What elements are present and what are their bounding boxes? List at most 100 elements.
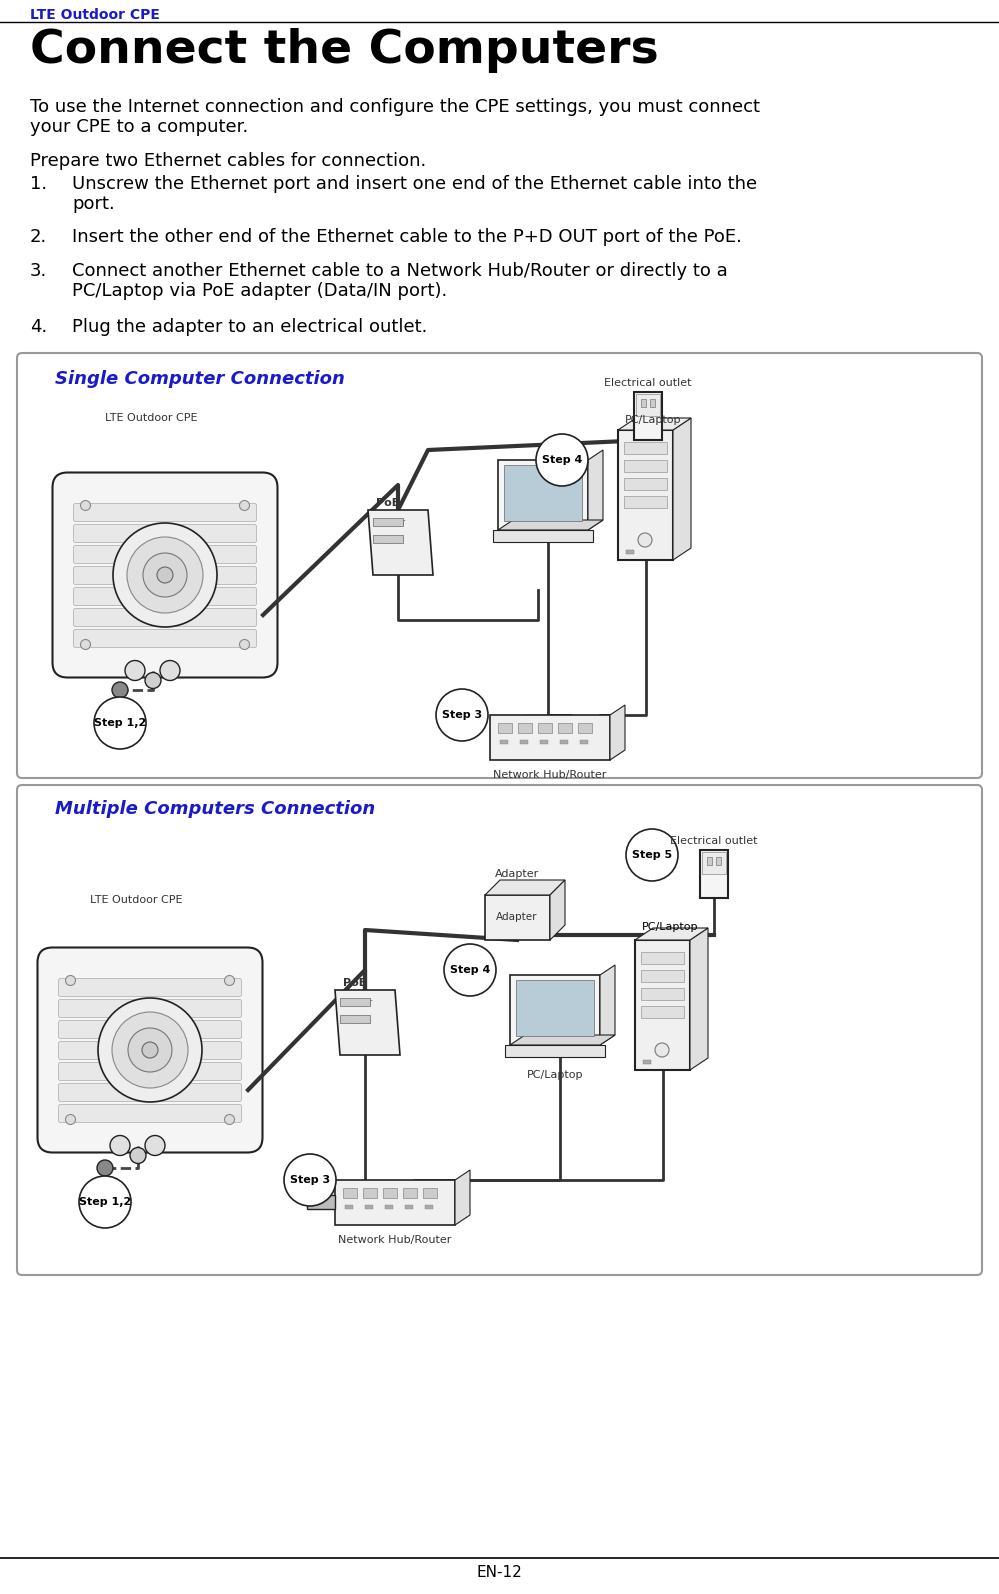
Bar	[516, 980, 594, 1036]
Circle shape	[79, 1176, 131, 1227]
Circle shape	[127, 537, 203, 614]
Text: Connect the Computers: Connect the Computers	[30, 29, 658, 73]
Bar	[624, 496, 667, 508]
FancyBboxPatch shape	[38, 947, 263, 1152]
Text: Step 4: Step 4	[450, 964, 491, 976]
Circle shape	[125, 660, 145, 681]
Circle shape	[66, 976, 76, 985]
Circle shape	[142, 1042, 158, 1058]
Circle shape	[536, 434, 588, 486]
Text: 4.: 4.	[30, 317, 47, 336]
Bar	[641, 971, 684, 982]
Text: Step 3: Step 3	[290, 1175, 330, 1184]
Bar	[641, 1006, 684, 1019]
Text: Connect another Ethernet cable to a Network Hub/Router or directly to a: Connect another Ethernet cable to a Netw…	[72, 261, 727, 281]
Bar	[343, 1188, 357, 1199]
Text: Network Hub/Router: Network Hub/Router	[339, 1235, 452, 1245]
Bar	[650, 398, 655, 406]
Bar	[498, 724, 512, 733]
Circle shape	[98, 998, 202, 1101]
Circle shape	[225, 976, 235, 985]
Circle shape	[444, 944, 496, 996]
Bar	[624, 461, 667, 472]
Polygon shape	[610, 705, 625, 760]
Bar	[578, 724, 592, 733]
Circle shape	[112, 682, 128, 698]
Text: PC/Laptop: PC/Laptop	[624, 414, 681, 426]
FancyBboxPatch shape	[59, 1063, 242, 1081]
Text: PoE: PoE	[343, 979, 367, 988]
FancyBboxPatch shape	[74, 566, 257, 585]
FancyBboxPatch shape	[17, 352, 982, 778]
Bar	[405, 1205, 413, 1208]
Text: 3.: 3.	[30, 261, 47, 281]
Text: Plug the adapter to an electrical outlet.: Plug the adapter to an electrical outlet…	[72, 317, 428, 336]
Bar	[383, 1188, 397, 1199]
Circle shape	[145, 1135, 165, 1156]
Circle shape	[128, 1028, 172, 1073]
Bar	[624, 442, 667, 454]
Text: PC/Laptop via PoE adapter (Data/IN port).: PC/Laptop via PoE adapter (Data/IN port)…	[72, 282, 448, 300]
Bar	[363, 1188, 377, 1199]
Bar	[558, 724, 572, 733]
Text: Multiple Computers Connection: Multiple Computers Connection	[55, 800, 376, 818]
Bar	[373, 536, 403, 544]
Bar	[504, 465, 582, 521]
Bar	[702, 853, 726, 874]
Text: To use the Internet connection and configure the CPE settings, you must connect: To use the Internet connection and confi…	[30, 97, 760, 116]
Polygon shape	[618, 418, 691, 430]
Circle shape	[113, 523, 217, 626]
FancyBboxPatch shape	[59, 1084, 242, 1101]
Circle shape	[284, 1154, 336, 1207]
FancyBboxPatch shape	[59, 1041, 242, 1060]
Polygon shape	[690, 928, 708, 1070]
Bar	[641, 398, 646, 406]
Bar	[641, 952, 684, 964]
Circle shape	[638, 532, 652, 547]
Bar	[403, 1188, 417, 1199]
Text: Network Hub/Router: Network Hub/Router	[494, 770, 606, 779]
Circle shape	[626, 829, 678, 881]
Circle shape	[145, 673, 161, 689]
Bar	[518, 724, 532, 733]
Circle shape	[160, 660, 180, 681]
Text: Step 3: Step 3	[442, 709, 483, 720]
FancyBboxPatch shape	[59, 1105, 242, 1122]
Polygon shape	[335, 990, 400, 1055]
Bar	[641, 988, 684, 999]
Polygon shape	[550, 880, 565, 940]
Bar	[716, 858, 721, 866]
Bar	[636, 394, 660, 416]
FancyBboxPatch shape	[74, 524, 257, 542]
Bar	[700, 850, 728, 897]
FancyBboxPatch shape	[53, 472, 278, 677]
Text: Step 1,2: Step 1,2	[94, 717, 146, 728]
Text: Single Computer Connection: Single Computer Connection	[55, 370, 345, 387]
Polygon shape	[368, 510, 433, 575]
Bar	[490, 716, 610, 760]
Bar	[425, 1205, 433, 1208]
Bar	[485, 894, 550, 940]
Bar	[505, 1046, 605, 1057]
Text: Insert the other end of the Ethernet cable to the P+D OUT port of the PoE.: Insert the other end of the Ethernet cab…	[72, 228, 742, 245]
Text: Adapter: Adapter	[497, 912, 537, 921]
FancyBboxPatch shape	[74, 504, 257, 521]
Circle shape	[225, 1114, 235, 1124]
Bar	[510, 976, 600, 1046]
Polygon shape	[455, 1170, 470, 1226]
FancyBboxPatch shape	[74, 588, 257, 606]
Circle shape	[97, 1160, 113, 1176]
Text: Electrical outlet: Electrical outlet	[670, 835, 758, 846]
Circle shape	[436, 689, 488, 741]
Circle shape	[81, 501, 91, 510]
Text: Data/IN: Data/IN	[373, 539, 400, 544]
Bar	[560, 740, 568, 744]
Text: LTE Outdoor CPE: LTE Outdoor CPE	[90, 894, 183, 905]
Text: Data/IN: Data/IN	[340, 1019, 366, 1023]
Text: 1.: 1.	[30, 175, 47, 193]
Bar	[624, 478, 667, 489]
Bar	[500, 740, 508, 744]
Text: port.: port.	[72, 194, 115, 214]
FancyBboxPatch shape	[17, 784, 982, 1275]
Text: Step 1,2: Step 1,2	[79, 1197, 131, 1207]
